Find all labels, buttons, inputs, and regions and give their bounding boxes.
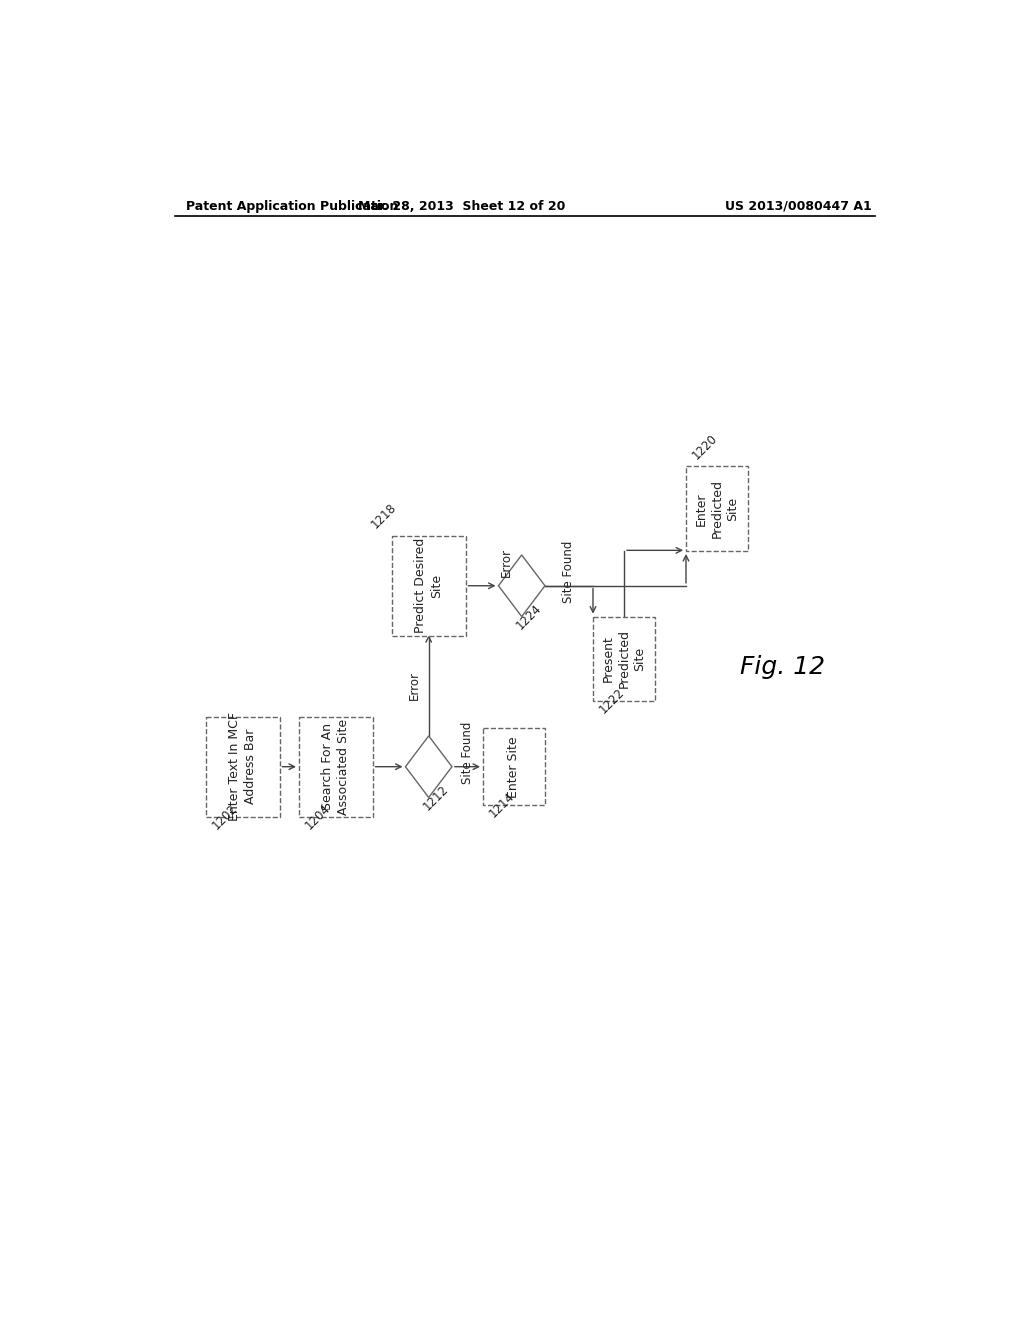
Text: 1224: 1224 (514, 602, 545, 632)
Text: Search For An
Associated Site: Search For An Associated Site (322, 718, 350, 814)
Text: Predict Desired
Site: Predict Desired Site (414, 539, 443, 634)
Text: 1214: 1214 (486, 791, 517, 821)
Bar (392, 536, 466, 636)
Text: Site Found: Site Found (562, 541, 575, 603)
Text: 1212: 1212 (421, 783, 452, 813)
Bar (483, 729, 545, 805)
Polygon shape (406, 737, 452, 797)
Text: US 2013/0080447 A1: US 2013/0080447 A1 (725, 199, 872, 213)
Text: 1204: 1204 (303, 801, 333, 832)
Polygon shape (499, 554, 545, 616)
Text: Error: Error (500, 548, 513, 577)
Text: Error: Error (409, 672, 421, 701)
Text: 1202: 1202 (210, 801, 240, 832)
Text: Enter Site: Enter Site (508, 735, 520, 797)
Text: Mar. 28, 2013  Sheet 12 of 20: Mar. 28, 2013 Sheet 12 of 20 (357, 199, 565, 213)
Text: Present
Predicted
Site: Present Predicted Site (601, 630, 646, 689)
Bar (299, 717, 373, 817)
Text: Site Found: Site Found (461, 722, 474, 784)
Text: 1218: 1218 (369, 500, 399, 531)
Bar (593, 616, 655, 701)
Text: Enter Text In MCF
Address Bar: Enter Text In MCF Address Bar (228, 713, 257, 821)
Text: 1222: 1222 (597, 686, 628, 717)
Bar (206, 717, 280, 817)
Text: Enter
Predicted
Site: Enter Predicted Site (694, 479, 739, 539)
Text: 1220: 1220 (690, 432, 720, 462)
Text: Fig. 12: Fig. 12 (740, 655, 825, 678)
Bar (686, 466, 748, 552)
Text: Patent Application Publication: Patent Application Publication (186, 199, 398, 213)
